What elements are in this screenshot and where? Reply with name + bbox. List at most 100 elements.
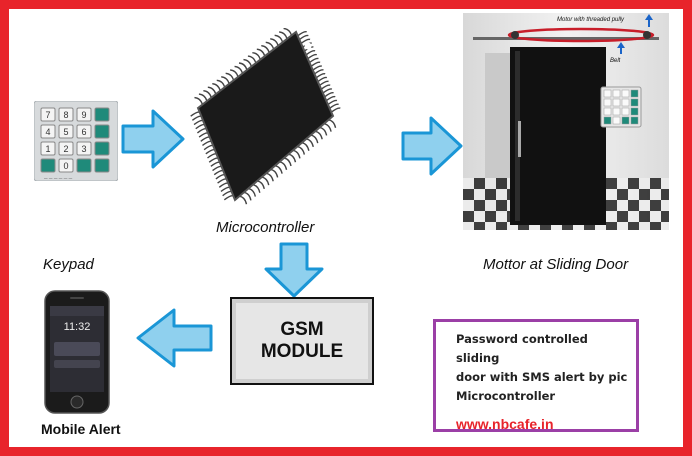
chip-pin	[198, 93, 208, 102]
keypad-key-label: 8	[63, 110, 68, 120]
keypad-key	[40, 141, 56, 156]
chip-pin	[194, 96, 204, 105]
chip-pin	[274, 34, 284, 43]
chip-pin	[191, 115, 202, 121]
mobile-alert-label: Mobile Alert	[41, 421, 121, 437]
chip-pin	[325, 95, 336, 102]
chip-pin	[256, 48, 266, 57]
chip-pin	[312, 65, 323, 71]
door-keypad-key	[630, 98, 639, 107]
sliding-door-image: Motor with threaded pully Belt	[463, 13, 669, 230]
website-link[interactable]: www.nbcafe.in	[456, 416, 554, 432]
chip-pin	[207, 86, 217, 95]
chip-pin	[216, 79, 226, 88]
keypad-key	[58, 141, 74, 156]
keypad-image: 7 8 9 4 5 6 1 2 3 0 ─ ─ ─ ─ ─ ─	[34, 101, 118, 181]
info-line3: Microcontroller	[456, 389, 556, 403]
chip-pin	[193, 119, 204, 126]
keypad-key-label: 4	[45, 127, 50, 137]
chip-pin	[190, 111, 200, 117]
door-keypad-key	[603, 98, 612, 107]
arrow-keypad-to-mcu	[121, 109, 185, 169]
chip-pin	[305, 50, 316, 56]
door-keypad-key	[630, 116, 639, 125]
keypad-key-label: 2	[63, 144, 68, 154]
keypad-key	[40, 124, 56, 139]
chip-pin	[322, 88, 333, 94]
chip-pin	[212, 165, 222, 172]
chip-pin	[196, 128, 207, 134]
chip-pin	[261, 45, 270, 53]
keypad-key	[76, 124, 92, 139]
keypad-key	[94, 124, 110, 139]
arrow-mcu-to-gsm	[264, 242, 324, 298]
chip-pin	[300, 38, 311, 45]
chip-pin	[319, 80, 329, 87]
chip-pin	[213, 169, 224, 176]
chip-pin	[327, 99, 338, 106]
chip-pin	[252, 51, 262, 60]
door-keypad-key	[630, 89, 639, 98]
microcontroller-label: Microcontroller	[216, 219, 315, 236]
chip-pin	[320, 84, 331, 90]
chip-pin	[265, 41, 275, 50]
arrow-gsm-to-phone	[136, 308, 213, 368]
chip-pin	[202, 140, 212, 147]
keypad-label: Keypad	[43, 256, 94, 273]
motor-label: Mottor at Sliding Door	[483, 256, 629, 273]
door-keypad-key	[603, 116, 612, 125]
chip-pin	[220, 186, 231, 193]
chip-pin	[207, 153, 217, 159]
chip-pin	[229, 69, 239, 78]
chip-pin	[298, 34, 309, 41]
info-line1: Password controlled sliding	[456, 332, 588, 365]
keypad-key-label: 7	[45, 110, 50, 120]
keypad-key-label: 0	[63, 161, 68, 171]
motor-note: Motor with threaded pully	[557, 17, 625, 23]
chip-pin	[270, 38, 279, 47]
mobile-phone-image: 11:32	[44, 290, 110, 414]
chip-pin	[218, 182, 229, 188]
chip-pin	[212, 83, 221, 91]
microcontroller-chip-image	[190, 28, 341, 205]
chip-pin	[205, 148, 216, 155]
door-keypad-key	[621, 89, 630, 98]
chip-pin	[278, 31, 288, 40]
chip-pin	[307, 53, 318, 60]
chip-pin	[217, 178, 227, 184]
chip-pin	[310, 61, 321, 67]
keypad-key	[76, 141, 92, 156]
chip-pin	[314, 69, 324, 75]
door-keypad-key	[612, 116, 621, 125]
chip-pin	[200, 136, 211, 142]
gsm-module-box: GSM MODULE	[230, 297, 374, 385]
door-keypad-key	[621, 107, 630, 116]
keypad-key-label: 6	[81, 127, 86, 137]
chip-pin	[210, 161, 221, 167]
door-keypad-key	[603, 89, 612, 98]
chip-pin	[215, 174, 226, 180]
chip-pin	[234, 65, 244, 74]
chip-pin	[203, 144, 214, 151]
chip-pin	[221, 76, 230, 85]
chip-pin	[330, 107, 341, 113]
arrow-mcu-to-door	[401, 116, 463, 176]
door-keypad-key	[630, 107, 639, 116]
chip-pin	[247, 55, 257, 64]
phone-time: 11:32	[64, 321, 91, 333]
keypad-key	[40, 158, 56, 173]
keypad-key-label: 3	[81, 144, 86, 154]
gsm-line2: MODULE	[260, 341, 344, 362]
info-box: Password controlled sliding door with SM…	[433, 319, 639, 432]
chip-pin	[225, 72, 235, 81]
chip-pin	[324, 92, 334, 98]
door-keypad-key	[612, 107, 621, 116]
chip-pin	[239, 195, 248, 205]
gsm-line1: GSM	[280, 319, 324, 340]
keypad-key	[40, 107, 56, 122]
chip-pin	[315, 72, 326, 79]
door-keypad-key	[612, 89, 621, 98]
keypad-key-label: 9	[81, 110, 86, 120]
keypad-key	[94, 141, 110, 156]
